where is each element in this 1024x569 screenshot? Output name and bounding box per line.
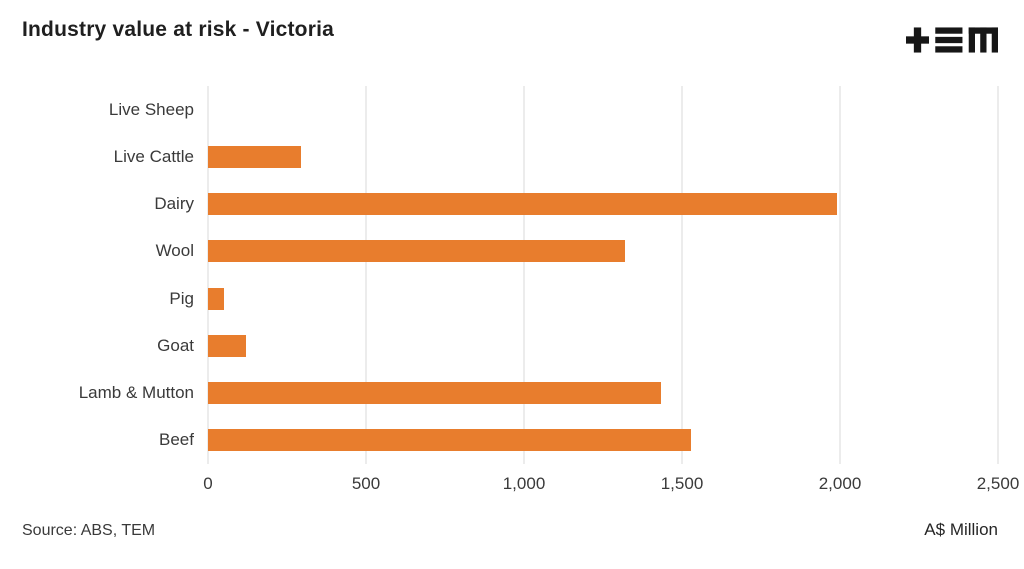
bar-row [208,275,998,322]
bar-beef [208,429,692,452]
bar-wool [208,240,626,263]
bar-row [208,417,998,464]
x-tick-label: 0 [203,474,213,493]
gridline [997,86,999,464]
bar-dairy [208,193,837,216]
gridline [681,86,683,464]
category-label-live-cattle: Live Cattle [113,146,194,166]
x-tick-label: 1,000 [502,474,546,493]
bar-lamb-mutton [208,382,662,405]
bar-row [208,133,998,180]
gridline [523,86,525,464]
bar-row [208,370,998,417]
bar-live-cattle [208,145,302,168]
category-label-lamb-mutton: Lamb & Mutton [78,383,194,403]
plot-area [207,86,999,464]
category-label-dairy: Dairy [154,194,194,214]
x-tick-label: 2,500 [976,474,1020,493]
source-note: Source: ABS, TEM [22,522,156,539]
x-tick-label: 2,000 [818,474,862,493]
chart-title: Industry value at risk - Victoria [22,18,334,41]
bar-row [208,86,998,133]
bar-row [208,322,998,369]
category-label-beef: Beef [159,430,194,450]
bar-goat [208,334,246,357]
x-axis: 0 500 1,000 1,500 2,000 2,500 [203,464,1019,498]
y-axis-category-labels: Live Sheep Live Cattle Dairy Wool Pig Goat Lam… [22,86,194,464]
bar-row [208,181,998,228]
tem-logo [906,14,998,69]
x-axis-unit-label: A$ Million [924,520,998,539]
bar-row [208,228,998,275]
x-tick-label: 1,500 [660,474,704,493]
gridline [365,86,367,464]
gridline [207,86,209,464]
gridline [839,86,841,464]
category-label-goat: Goat [157,335,194,355]
chart-footer: Source: ABS, TEM A$ Million [22,520,998,540]
category-label-pig: Pig [169,288,194,308]
bar-chart: Live Sheep Live Cattle Dairy Wool Pig Goat Lam… [22,86,999,464]
bars-container [208,86,998,464]
tem-logo-icon [906,27,998,53]
category-label-live-sheep: Live Sheep [108,99,194,119]
chart-header: Industry value at risk - Victoria [22,14,998,78]
category-label-wool: Wool [155,241,194,261]
bar-pig [208,287,224,310]
x-tick-label: 500 [351,474,381,493]
